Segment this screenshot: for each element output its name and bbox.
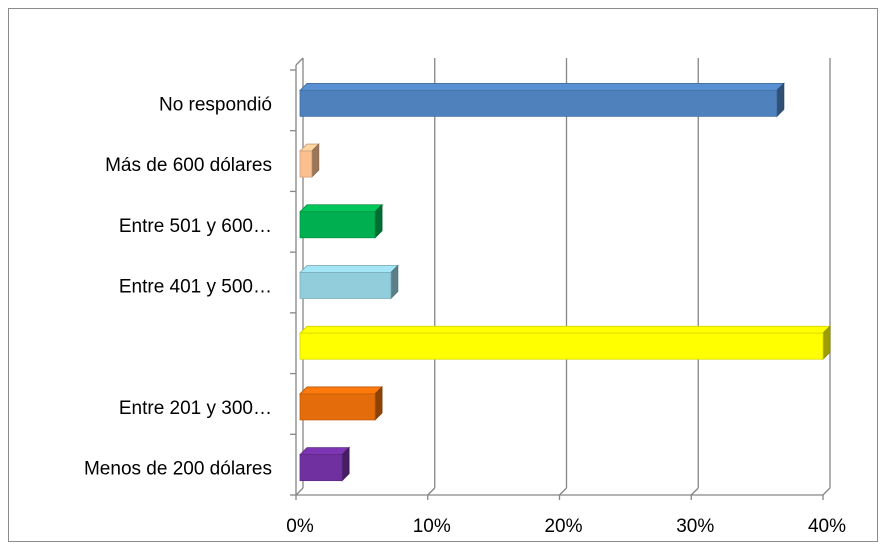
category-label: Más de 600 dólares — [105, 155, 272, 176]
x-tick-label: 0% — [286, 516, 314, 537]
bar-front — [299, 393, 376, 421]
bar — [299, 82, 785, 118]
bar — [299, 446, 351, 482]
bar-front — [299, 272, 392, 299]
bar — [299, 143, 320, 179]
bar-top — [299, 386, 384, 395]
bar-top — [299, 204, 384, 213]
bar — [299, 264, 399, 300]
category-label: No respondió — [159, 94, 272, 115]
floor-gridline — [295, 487, 304, 496]
bar-top — [299, 82, 785, 91]
axis-corner — [295, 57, 304, 66]
x-tick-label: 10% — [413, 516, 451, 537]
bar-top — [299, 265, 399, 273]
floor-gridline — [822, 487, 831, 496]
bars — [299, 82, 831, 482]
floor-gridline — [427, 487, 436, 496]
bar — [299, 203, 384, 239]
x-tick-label: 20% — [544, 516, 582, 537]
category-labels: Menos de 200 dólares Entre 201 y 300… Entr… — [84, 94, 272, 479]
category-label: Entre 401 y 500… — [119, 277, 272, 298]
bar-top — [299, 447, 351, 456]
bar-front — [299, 89, 778, 117]
category-label: Menos de 200 dólares — [84, 459, 272, 480]
bar-front — [299, 454, 343, 482]
bar-front — [299, 332, 824, 360]
x-tick-label: 40% — [808, 516, 846, 537]
tick-labels: 0% 10% 20% 30% 40% — [286, 516, 846, 537]
category-label: Entre 501 y 600… — [119, 216, 272, 237]
axes — [290, 57, 824, 500]
floor-gridline — [559, 487, 567, 496]
bar — [299, 385, 384, 421]
floor-gridline — [690, 487, 699, 496]
category-label: Entre 201 y 300… — [119, 398, 272, 419]
x-tick-label: 30% — [676, 516, 714, 537]
bar-front — [299, 211, 376, 239]
bar-top — [299, 325, 831, 334]
bar — [299, 325, 831, 361]
bar-front — [299, 150, 313, 178]
